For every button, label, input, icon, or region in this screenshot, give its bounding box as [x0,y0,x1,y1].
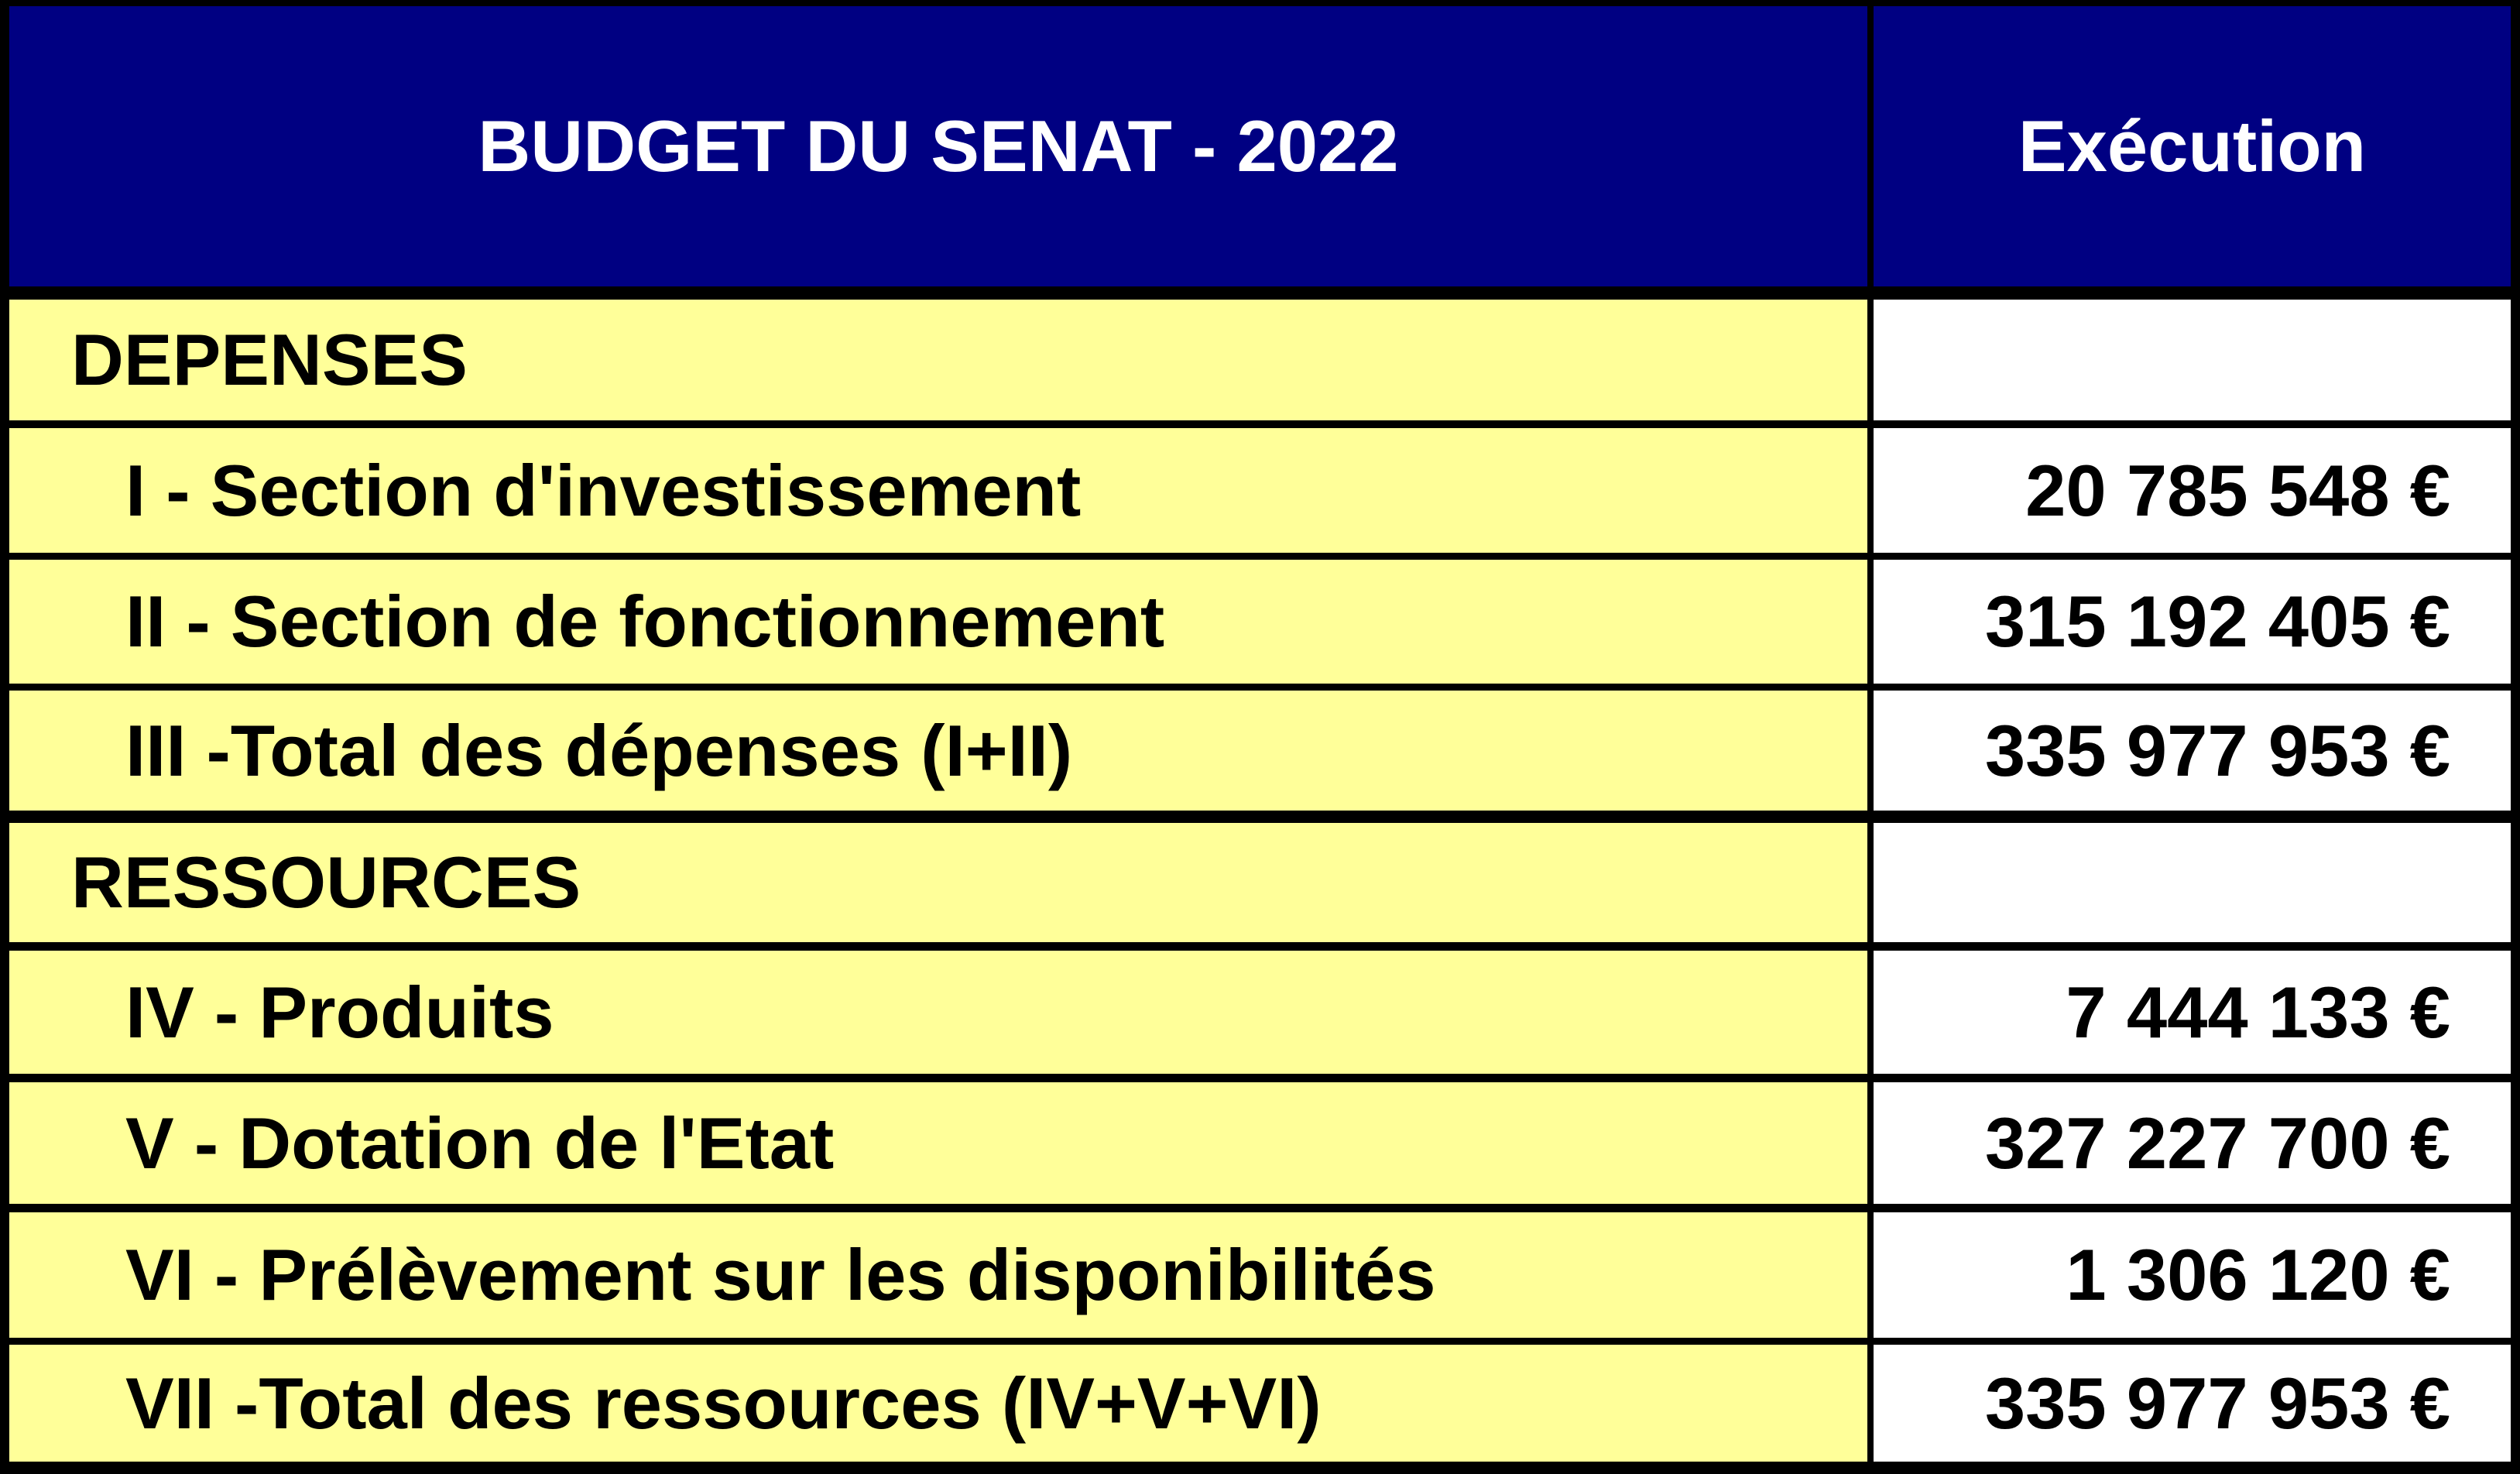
row-value: 327 227 700 € [1867,1082,2511,1204]
table-body: DEPENSES I - Section d'investissement 20 7… [9,286,2511,1462]
row-label: I - Section d'investissement [9,428,1867,553]
table-title: BUDGET DU SENAT - 2022 [9,6,1867,286]
table-row: III -Total des dépenses (I+II) 335 977 95… [9,684,2511,811]
row-label: IV - Produits [9,951,1867,1074]
row-label: VII -Total des ressources (IV+V+VI) [9,1345,1867,1462]
table-row: VI - Prélèvement sur les disponibilités 1… [9,1204,2511,1338]
row-label: VI - Prélèvement sur les disponibilités [9,1212,1867,1338]
section-header-row: DEPENSES [9,286,2511,420]
table-row: IV - Produits 7 444 133 € [9,942,2511,1074]
table-row: II - Section de fonctionnement 315 192 40… [9,553,2511,684]
row-value: 1 306 120 € [1867,1212,2511,1338]
execution-column-header: Exécution [1867,6,2511,286]
row-value: 335 977 953 € [1867,691,2511,811]
row-label: DEPENSES [9,300,1867,420]
row-label: III -Total des dépenses (I+II) [9,691,1867,811]
row-value: 315 192 405 € [1867,560,2511,684]
row-label: V - Dotation de l'Etat [9,1082,1867,1204]
table-header-row: BUDGET DU SENAT - 2022 Exécution [9,6,2511,286]
table-row: I - Section d'investissement 20 785 548 € [9,420,2511,553]
row-label: RESSOURCES [9,823,1867,942]
row-value: 20 785 548 € [1867,428,2511,553]
row-label: II - Section de fonctionnement [9,560,1867,684]
row-value: 7 444 133 € [1867,951,2511,1074]
table-row: VII -Total des ressources (IV+V+VI) 335 9… [9,1338,2511,1462]
table-row: V - Dotation de l'Etat 327 227 700 € [9,1074,2511,1204]
row-value: 335 977 953 € [1867,1345,2511,1462]
section-header-row: RESSOURCES [9,811,2511,942]
row-value [1867,823,2511,942]
row-value [1867,300,2511,420]
